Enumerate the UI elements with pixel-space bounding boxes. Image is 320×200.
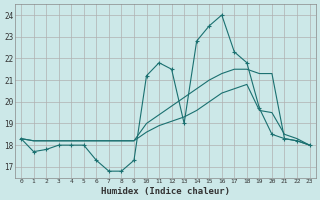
X-axis label: Humidex (Indice chaleur): Humidex (Indice chaleur) bbox=[101, 187, 230, 196]
